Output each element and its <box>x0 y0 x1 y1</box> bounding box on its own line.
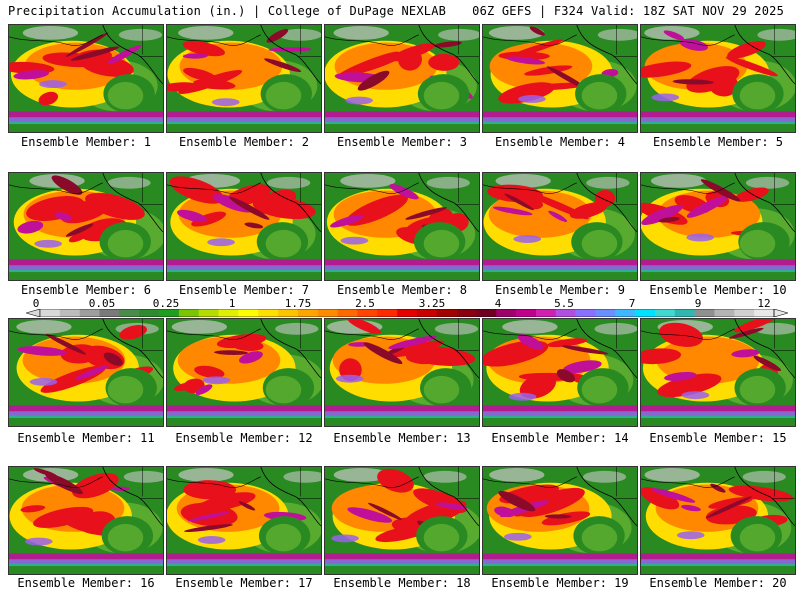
member-map-panel <box>324 24 480 133</box>
member-map-panel <box>482 318 638 427</box>
colorbar-swatch <box>496 309 517 317</box>
member-map-panel <box>166 318 322 427</box>
colorbar-swatch <box>99 309 120 317</box>
member-label: Ensemble Member: 14 <box>491 431 629 445</box>
colorbar-tick-label: 0 <box>32 297 40 310</box>
colorbar-tick-label: 4 <box>494 297 502 310</box>
member-label: Ensemble Member: 16 <box>17 576 155 590</box>
member-label: Ensemble Member: 6 <box>20 283 152 297</box>
member-map-panel <box>640 318 796 427</box>
colorbar-swatch <box>734 309 755 317</box>
member-map-panel <box>8 24 164 133</box>
colorbar-swatch <box>139 309 160 317</box>
member-label: Ensemble Member: 18 <box>333 576 471 590</box>
chart-title: Precipitation Accumulation (in.) | Colle… <box>8 4 447 18</box>
member-label: Ensemble Member: 3 <box>336 135 468 149</box>
member-map-panel <box>324 318 480 427</box>
member-map-panel <box>324 466 480 575</box>
colorbar-tick-label: 3.25 <box>418 297 446 310</box>
colorbar-swatch <box>218 309 239 317</box>
member-label: Ensemble Member: 4 <box>494 135 626 149</box>
colorbar-swatch <box>79 309 100 317</box>
member-map-panel <box>166 172 322 281</box>
member-map-panel <box>640 466 796 575</box>
colorbar-swatch <box>159 309 180 317</box>
colorbar-swatch <box>119 309 140 317</box>
member-map-panel <box>482 24 638 133</box>
member-label: Ensemble Member: 5 <box>652 135 784 149</box>
colorbar-swatch <box>635 309 656 317</box>
colorbar-tick-label: 9 <box>694 297 702 310</box>
colorbar-swatch <box>198 309 219 317</box>
colorbar-swatch <box>416 309 438 317</box>
member-label: Ensemble Member: 10 <box>649 283 787 297</box>
colorbar-swatch <box>535 309 557 317</box>
colorbar-swatch <box>555 309 576 317</box>
colorbar-swatch <box>575 309 596 317</box>
colorbar-tick-label: 5.5 <box>554 297 574 310</box>
colorbar-swatch <box>456 309 477 317</box>
colorbar-swatch <box>337 309 358 317</box>
colorbar-swatch <box>516 309 537 317</box>
member-map-panel <box>166 24 322 133</box>
member-map-panel <box>640 24 796 133</box>
colorbar-low-arrow <box>26 309 41 317</box>
model-valid-time: 06Z GEFS | F324 Valid: 18Z SAT NOV 29 20… <box>472 4 784 18</box>
colorbar-tick-label: 2.5 <box>355 297 375 310</box>
member-label: Ensemble Member: 1 <box>20 135 152 149</box>
member-label: Ensemble Member: 9 <box>494 283 626 297</box>
colorbar-swatch <box>436 309 457 317</box>
colorbar-swatch <box>297 309 319 317</box>
colorbar-swatch <box>258 309 279 317</box>
member-label: Ensemble Member: 8 <box>336 283 468 297</box>
colorbar-tick-label: 12 <box>757 297 771 310</box>
member-map-panel <box>640 172 796 281</box>
colorbar-tick-label: 7 <box>628 297 636 310</box>
colorbar-tick-label: 0.05 <box>88 297 116 310</box>
colorbar-tick-label: 0.25 <box>152 297 180 310</box>
member-label: Ensemble Member: 2 <box>178 135 310 149</box>
member-label: Ensemble Member: 19 <box>491 576 629 590</box>
colorbar-swatch <box>674 309 695 317</box>
member-label: Ensemble Member: 12 <box>175 431 313 445</box>
member-map-panel <box>482 172 638 281</box>
colorbar-tick-label: 1.75 <box>284 297 312 310</box>
colorbar-swatch <box>278 309 299 317</box>
member-label: Ensemble Member: 13 <box>333 431 471 445</box>
member-label: Ensemble Member: 7 <box>178 283 310 297</box>
colorbar-swatch <box>238 309 259 317</box>
member-label: Ensemble Member: 11 <box>17 431 155 445</box>
colorbar-high-arrow <box>773 309 788 317</box>
member-label: Ensemble Member: 20 <box>649 576 787 590</box>
colorbar-swatch <box>754 309 775 317</box>
colorbar-swatch <box>595 309 616 317</box>
colorbar-swatch <box>59 309 80 317</box>
member-map-panel <box>324 172 480 281</box>
member-map-panel <box>166 466 322 575</box>
colorbar-swatch <box>654 309 676 317</box>
colorbar-swatch <box>357 309 378 317</box>
colorbar-swatch <box>178 309 200 317</box>
colorbar-swatch <box>317 309 338 317</box>
member-map-panel <box>482 466 638 575</box>
colorbar-swatch <box>476 309 497 317</box>
colorbar-swatch <box>615 309 636 317</box>
member-label: Ensemble Member: 15 <box>649 431 787 445</box>
colorbar-swatch <box>40 309 61 317</box>
colorbar-strip <box>26 309 788 317</box>
colorbar-swatch <box>694 309 715 317</box>
colorbar-swatch <box>714 309 735 317</box>
member-map-panel <box>8 172 164 281</box>
member-map-panel <box>8 466 164 575</box>
member-label: Ensemble Member: 17 <box>175 576 313 590</box>
colorbar-swatch <box>377 309 398 317</box>
colorbar-tick-label: 1 <box>228 297 236 310</box>
colorbar-swatch <box>397 309 418 317</box>
member-map-panel <box>8 318 164 427</box>
